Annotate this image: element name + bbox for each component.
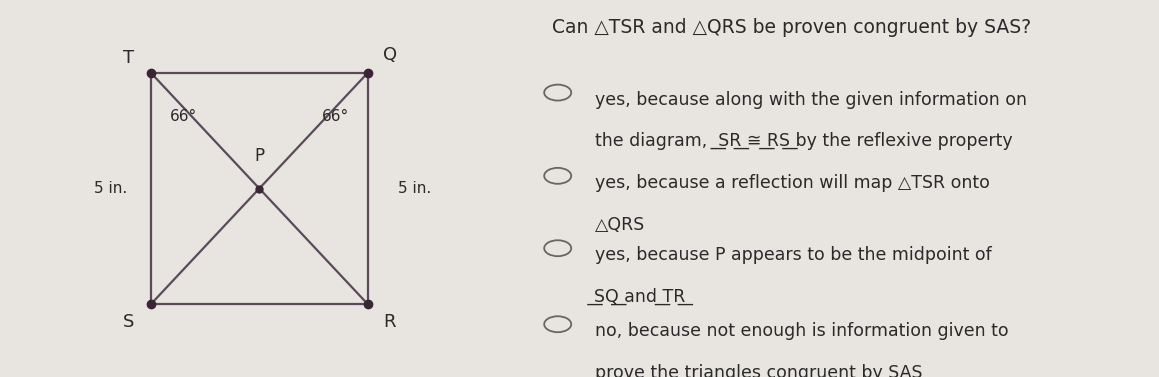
- Text: prove the triangles congruent by SAS: prove the triangles congruent by SAS: [595, 364, 923, 377]
- Text: T: T: [124, 49, 134, 67]
- Text: S: S: [123, 313, 134, 331]
- Text: yes, because P appears to be the midpoint of: yes, because P appears to be the midpoin…: [595, 247, 991, 264]
- Text: ͟SQ͟ and ͟TR͟: ͟SQ͟ and ͟TR͟: [595, 288, 686, 306]
- Text: P: P: [254, 147, 264, 165]
- Text: no, because not enough is information given to: no, because not enough is information gi…: [595, 322, 1008, 340]
- Text: 5 in.: 5 in.: [94, 181, 127, 196]
- Text: 66°: 66°: [322, 109, 349, 124]
- Text: the diagram,  ͟SR͟ ≅ ͟RS͟ by the reflexive property: the diagram, ͟SR͟ ≅ ͟RS͟ by the reflexiv…: [595, 132, 1012, 150]
- Text: △QRS: △QRS: [595, 216, 644, 234]
- Text: yes, because along with the given information on: yes, because along with the given inform…: [595, 91, 1027, 109]
- Text: Can △TSR and △QRS be proven congruent by SAS?: Can △TSR and △QRS be proven congruent by…: [552, 18, 1030, 37]
- Text: Q: Q: [382, 46, 396, 64]
- Text: yes, because a reflection will map △TSR onto: yes, because a reflection will map △TSR …: [595, 174, 990, 192]
- Text: 66°: 66°: [169, 109, 197, 124]
- Text: R: R: [384, 313, 396, 331]
- Text: 5 in.: 5 in.: [399, 181, 431, 196]
